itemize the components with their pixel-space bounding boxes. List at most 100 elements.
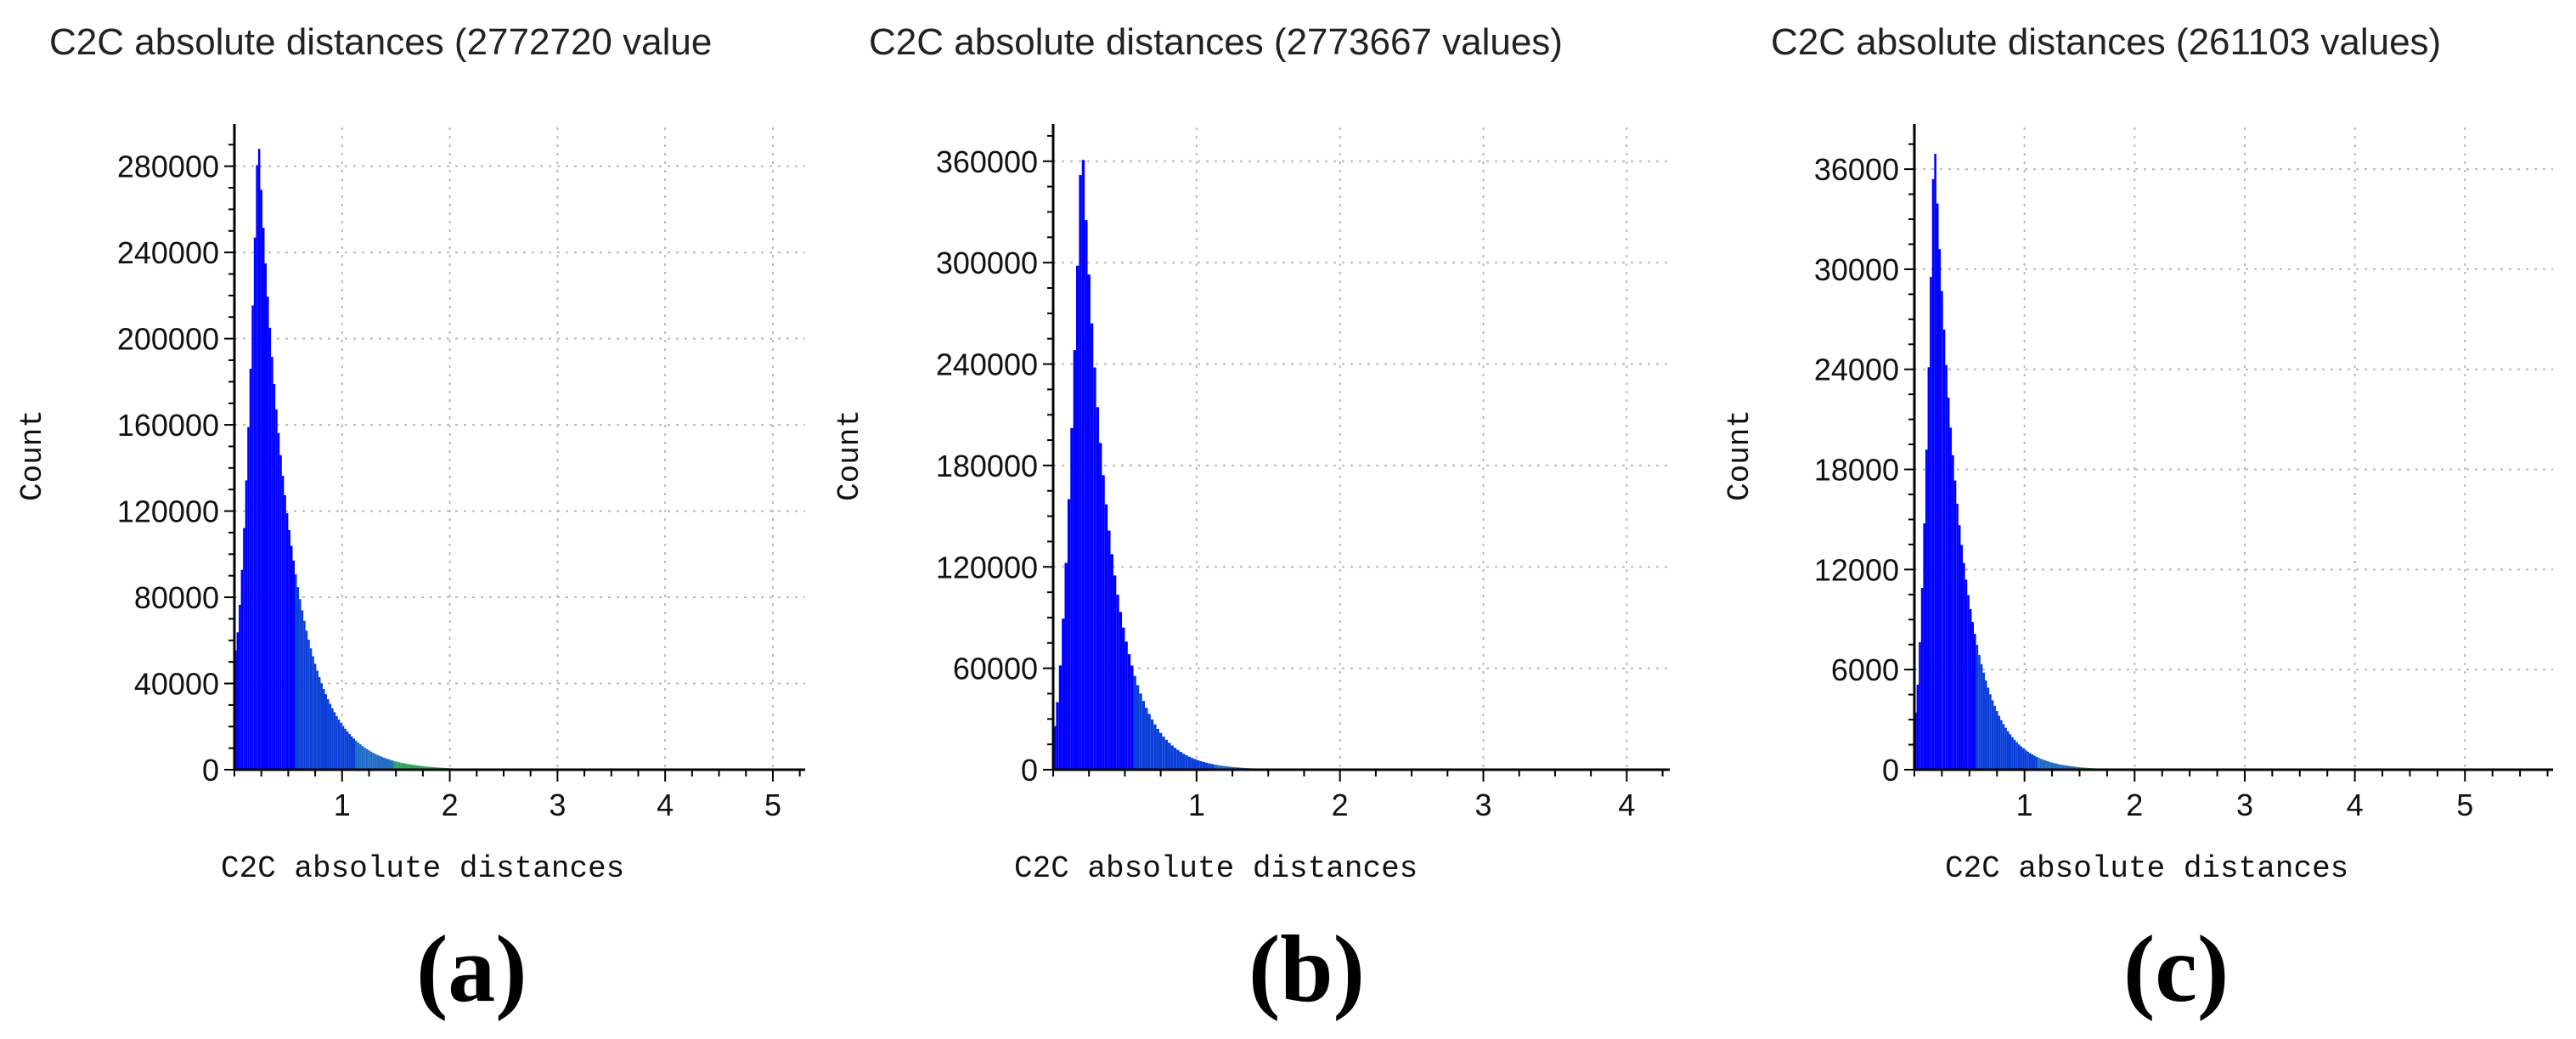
histogram-bar [277,432,280,770]
histogram-bar [251,305,254,770]
histogram-bar [1919,641,1921,770]
histogram-bar [313,663,317,770]
histogram-bar [1087,274,1091,771]
histogram-bar [350,736,353,770]
histogram-bar [372,753,375,770]
x-tick-label: 1 [334,788,351,822]
histogram-bar [1227,766,1232,770]
histogram-bar [307,640,310,770]
histogram-bar [397,762,401,770]
histogram-bar [1216,765,1220,770]
x-tick-label: 3 [2236,788,2253,822]
histogram-bar [1931,178,1935,770]
x-tick-label: 4 [1618,788,1635,822]
histogram-bar [239,605,241,770]
histogram-bar [2071,766,2073,770]
x-tick-label: 3 [549,788,566,822]
histogram-bar [400,762,403,770]
histogram-bar [1127,654,1131,770]
histogram-bar [1987,687,1990,770]
histogram-bar [2066,765,2069,770]
histogram-bar [341,726,345,770]
panel-label: (c) [2123,917,2229,1022]
histogram-bar [296,587,300,770]
histogram-bar [2015,742,2018,770]
histogram-bar [1923,523,1925,770]
y-tick-label: 6000 [1831,652,1899,687]
histogram-bar [285,513,289,770]
x-tick-label: 1 [1188,788,1205,822]
y-tick-label: 160000 [117,408,219,443]
histogram-bar [2053,763,2055,770]
y-axis-label: Count [832,409,867,501]
histogram-bar [2064,765,2066,770]
x-tick-label: 1 [2016,788,2033,822]
histogram-bar [1964,579,1968,770]
histogram-bar [2000,720,2003,770]
histogram-bar [1125,641,1128,770]
y-tick-label: 0 [202,753,219,788]
histogram-bar [1099,443,1102,770]
histogram-bar [1156,728,1159,770]
histogram-bar [1984,680,1987,770]
histogram-bar [424,766,426,770]
histogram-bar [348,733,351,770]
histogram-bar [406,764,409,770]
histogram-bar [421,765,425,770]
histogram-bar [2075,766,2077,770]
histogram-bar [260,189,262,770]
histogram-bar [309,648,313,770]
histogram-bar [2057,764,2060,770]
histogram-bar [1110,554,1113,770]
histogram-bar [1081,160,1085,770]
y-tick-label: 60000 [953,652,1038,686]
histogram-bar [262,228,265,770]
histogram-bar [2002,724,2005,770]
histogram-bar [318,677,321,770]
histogram-bar [2033,755,2036,770]
histogram-panel-b: C2C absolute distances (2773667 values) … [832,21,1670,1022]
y-tick-label: 360000 [936,144,1038,179]
histogram-bar [245,480,248,770]
histogram-bar [1113,575,1117,770]
chart-title: C2C absolute distances (2772720 value [49,21,712,63]
x-tick-label: 2 [442,788,459,822]
histogram-bar [2039,759,2043,770]
x-tick-label: 4 [2347,788,2364,822]
histogram-bar [1193,759,1197,770]
histogram-bar [1222,765,1226,770]
histogram-bar [290,545,293,770]
histogram-bar [357,742,360,770]
histogram-bar [1936,203,1939,771]
histogram-bar [1953,480,1957,770]
histogram-bar [1945,364,1948,770]
histogram-bar [2077,766,2080,770]
histogram-bar [1162,736,1165,770]
histogram-bar [392,760,394,770]
histogram-bar [1145,708,1148,770]
histogram-bar [1096,407,1100,770]
histogram-bar [1067,499,1071,770]
histogram-bar [1980,663,1983,770]
histogram-bar [1056,702,1059,770]
histogram-bar [393,760,397,770]
histogram-bar [2068,765,2072,770]
histogram-bar [331,708,334,770]
histogram-bar [1196,759,1200,770]
histogram-bar [1191,758,1194,770]
histogram-bar [1058,665,1063,770]
histogram-bar [275,409,278,770]
histogram-bar [1062,618,1065,770]
histogram-bar [2050,762,2054,770]
histogram-panel-a: C2C absolute distances (2772720 value 0 4… [15,21,805,1022]
histogram-bar [271,357,273,770]
histogram-bar [240,569,244,770]
histogram-bar [352,738,356,770]
histogram-bar [1995,711,1998,770]
y-tick-label: 280000 [117,150,219,184]
histogram-bar [369,751,373,770]
histogram-bar [359,744,362,770]
histogram-bar [426,766,429,770]
histogram-bar [2031,754,2034,770]
histogram-bar [1967,595,1970,770]
